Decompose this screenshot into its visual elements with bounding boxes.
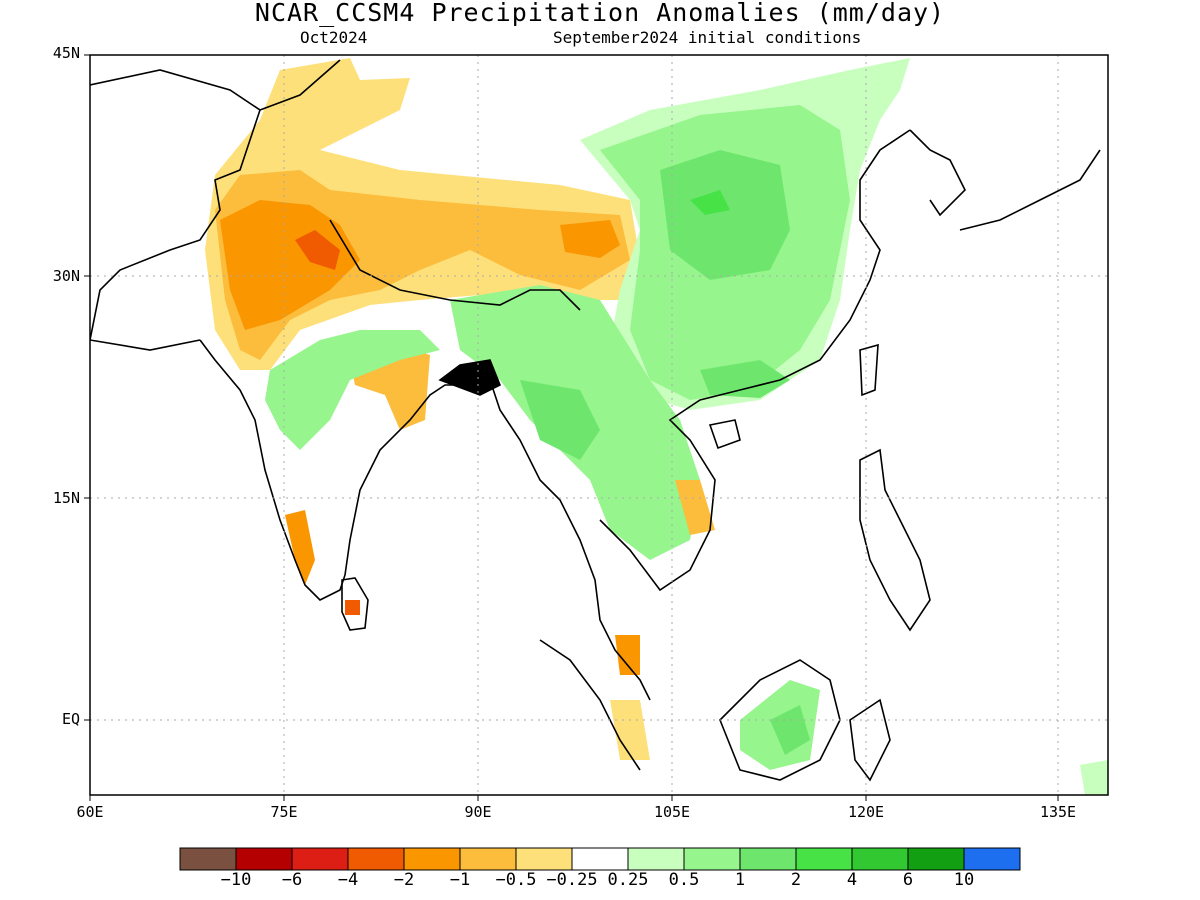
colorbar-swatch <box>739 847 797 871</box>
korea-coast <box>909 129 966 217</box>
colorbar-swatch <box>571 847 629 871</box>
wet-core-peak <box>690 190 730 215</box>
colorbar-swatch <box>515 847 573 871</box>
colorbar-label: −0.25 <box>546 870 598 890</box>
colorbar-swatch <box>347 847 405 871</box>
colorbar-swatch <box>235 847 293 871</box>
colorbar-swatch <box>179 847 237 871</box>
lon-label-135e: 135E <box>1039 803 1077 821</box>
colorbar-swatch <box>907 847 965 871</box>
map-title: NCAR_CCSM4 Precipitation Anomalies (mm/d… <box>254 0 946 27</box>
lat-label-15n: 15N <box>52 489 80 507</box>
colorbar-label: 0.5 <box>668 870 700 890</box>
wet-south-china <box>700 360 790 398</box>
lat-label-30n: 30N <box>52 267 80 285</box>
dry-south-india <box>285 510 315 585</box>
colorbar-label: −10 <box>220 870 252 890</box>
lon-label-105e: 105E <box>653 803 691 821</box>
colorbar <box>179 847 1021 871</box>
lon-label-90e: 90E <box>464 803 492 821</box>
map-frame <box>89 54 1109 796</box>
lat-label-eq: EQ <box>61 710 80 728</box>
lat-label-45n: 45N <box>52 44 80 62</box>
china-border <box>90 59 341 351</box>
wet-borneo-core <box>770 705 810 755</box>
wet-region-china-core <box>660 150 790 280</box>
colorbar-swatch <box>851 847 909 871</box>
sri-lanka-coast <box>341 577 369 631</box>
gulf-thailand-coast <box>599 129 911 592</box>
wet-myanmar-core <box>520 380 600 460</box>
colorbar-label: −2 <box>393 870 415 890</box>
coastlines <box>90 59 1101 782</box>
dry-sumatra <box>610 700 650 760</box>
colorbar-swatch <box>627 847 685 871</box>
sumatra-coast <box>539 639 641 771</box>
colorbar-label: 2 <box>790 870 802 890</box>
colorbar-label: 4 <box>846 870 858 890</box>
colorbar-swatch <box>795 847 853 871</box>
colorbar-swatch <box>683 847 741 871</box>
lon-label-60e: 60E <box>76 803 104 821</box>
gridlines <box>90 55 1108 795</box>
anomaly-field <box>205 58 1108 795</box>
colorbar-label: −0.5 <box>495 870 537 890</box>
colorbar-label: −6 <box>281 870 303 890</box>
colorbar-label: −1 <box>449 870 471 890</box>
japan-coast <box>959 149 1101 231</box>
dry-vietnam <box>675 480 715 535</box>
forecast-month: Oct2024 <box>300 28 368 47</box>
wet-india-west <box>265 330 440 450</box>
taiwan-coast <box>859 343 879 397</box>
colorbar-label: −4 <box>337 870 359 890</box>
axis-ticks <box>84 54 1059 801</box>
himalaya-border <box>329 219 581 311</box>
dry-tibet <box>560 220 620 258</box>
colorbar-swatch <box>403 847 461 871</box>
sulawesi-coast <box>849 698 891 782</box>
colorbar-label: 0.25 <box>607 870 649 890</box>
hainan-coast <box>708 419 741 450</box>
dry-malay <box>615 635 640 675</box>
initial-conditions: September2024 initial conditions <box>553 28 862 47</box>
philippines-coast <box>859 448 931 632</box>
bangladesh <box>438 359 502 396</box>
lon-label-75e: 75E <box>270 803 298 821</box>
colorbar-label: 6 <box>902 870 914 890</box>
colorbar-label: 10 <box>953 870 975 890</box>
dry-region-peak <box>220 200 360 330</box>
india-coast <box>199 339 491 601</box>
dry-region-max <box>295 230 340 270</box>
indochina-coast <box>489 379 651 701</box>
wet-new-guinea <box>1080 760 1108 795</box>
dry-sri-lanka <box>345 600 360 615</box>
colorbar-label: 1 <box>734 870 746 890</box>
colorbar-swatch <box>291 847 349 871</box>
colorbar-swatch <box>963 847 1021 871</box>
lon-label-120e: 120E <box>847 803 885 821</box>
colorbar-swatch <box>459 847 517 871</box>
